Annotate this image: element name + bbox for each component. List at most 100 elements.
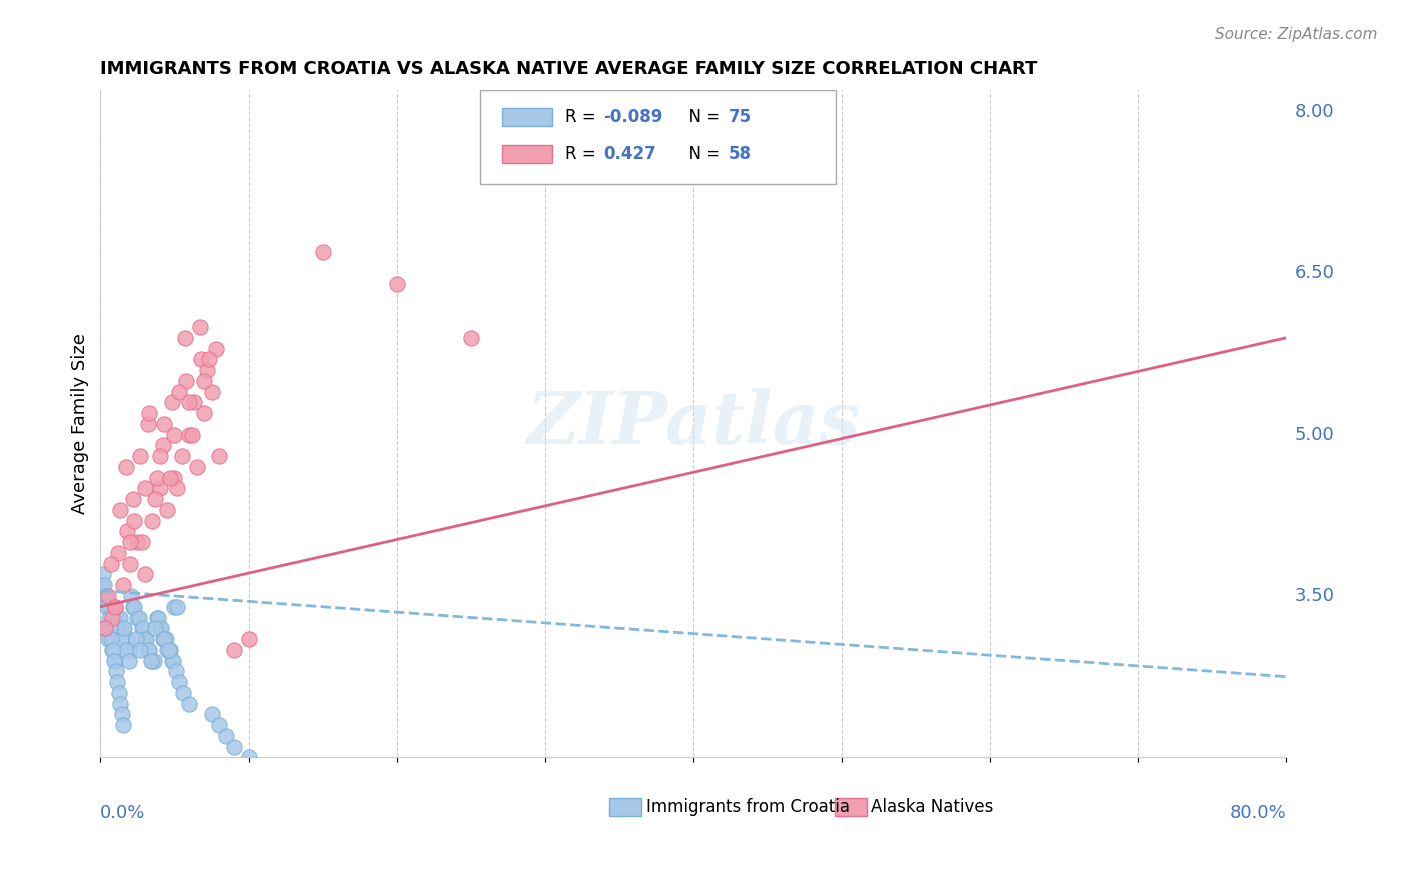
Point xyxy=(160,395,183,409)
Point xyxy=(193,406,215,420)
Point xyxy=(114,459,136,474)
Point xyxy=(134,632,156,646)
Point xyxy=(179,427,201,442)
Text: ZIPatlas: ZIPatlas xyxy=(526,388,860,459)
Point xyxy=(94,621,117,635)
Point xyxy=(108,503,131,517)
Text: N =: N = xyxy=(678,108,725,126)
Text: 0.0%: 0.0% xyxy=(100,804,146,822)
Point xyxy=(208,449,231,463)
Point xyxy=(94,589,117,603)
Point xyxy=(215,729,238,743)
Text: 80.0%: 80.0% xyxy=(1230,804,1286,822)
Point xyxy=(98,599,121,614)
Point xyxy=(101,642,124,657)
Point xyxy=(156,642,179,657)
Point xyxy=(104,665,127,679)
Point xyxy=(131,621,153,635)
Point xyxy=(118,642,141,657)
Point xyxy=(183,395,205,409)
FancyBboxPatch shape xyxy=(479,90,835,184)
Point xyxy=(131,535,153,549)
Point xyxy=(238,632,260,646)
Point xyxy=(163,470,186,484)
Point xyxy=(193,374,215,388)
Point xyxy=(141,654,163,668)
FancyBboxPatch shape xyxy=(502,145,553,162)
Point xyxy=(172,686,194,700)
Point xyxy=(181,427,204,442)
Point xyxy=(100,557,122,571)
Point xyxy=(166,482,188,496)
Point xyxy=(118,535,141,549)
Point xyxy=(125,632,148,646)
FancyBboxPatch shape xyxy=(609,798,641,816)
Point xyxy=(93,578,115,592)
Point xyxy=(135,632,157,646)
Point xyxy=(91,621,114,635)
Point xyxy=(134,567,156,582)
Point xyxy=(155,632,177,646)
Point xyxy=(165,665,187,679)
Point xyxy=(97,632,120,646)
Point xyxy=(100,632,122,646)
Point xyxy=(117,654,139,668)
Point xyxy=(101,642,124,657)
Point xyxy=(129,449,152,463)
Point xyxy=(115,632,138,646)
Point xyxy=(176,374,198,388)
Point xyxy=(122,492,145,507)
Point xyxy=(195,363,218,377)
Point xyxy=(200,384,222,399)
Point xyxy=(100,599,122,614)
Point xyxy=(111,707,134,722)
Point xyxy=(153,632,176,646)
Point xyxy=(142,654,165,668)
Point xyxy=(152,632,174,646)
Point xyxy=(98,621,121,635)
Point xyxy=(139,654,162,668)
Point xyxy=(136,642,159,657)
Point xyxy=(138,406,160,420)
Point xyxy=(121,589,143,603)
Point xyxy=(149,482,172,496)
Text: Source: ZipAtlas.com: Source: ZipAtlas.com xyxy=(1215,27,1378,42)
Point xyxy=(94,589,117,603)
Text: -0.089: -0.089 xyxy=(603,108,662,126)
Point xyxy=(238,750,260,764)
Point xyxy=(108,610,131,624)
Text: R =: R = xyxy=(565,108,602,126)
FancyBboxPatch shape xyxy=(835,798,866,816)
Point xyxy=(97,610,120,624)
Point xyxy=(143,621,166,635)
Point xyxy=(112,621,135,635)
Text: 75: 75 xyxy=(728,108,752,126)
Point xyxy=(162,654,184,668)
Point xyxy=(149,449,172,463)
Point xyxy=(141,514,163,528)
Point xyxy=(104,654,127,668)
Point xyxy=(132,621,155,635)
Point xyxy=(107,546,129,560)
Text: 58: 58 xyxy=(728,145,752,162)
Y-axis label: Average Family Size: Average Family Size xyxy=(72,334,89,515)
Point xyxy=(110,697,132,711)
Point xyxy=(90,578,112,592)
Point xyxy=(105,621,128,635)
Point xyxy=(97,589,120,603)
Point xyxy=(222,739,245,754)
Point xyxy=(156,503,179,517)
Point xyxy=(127,610,149,624)
Point xyxy=(111,621,134,635)
Point xyxy=(385,277,408,291)
Point xyxy=(136,417,159,431)
Point xyxy=(103,610,125,624)
Point xyxy=(159,642,181,657)
Point xyxy=(197,352,219,367)
Point xyxy=(91,567,114,582)
Text: Immigrants from Croatia: Immigrants from Croatia xyxy=(645,798,851,816)
Point xyxy=(200,707,222,722)
Point xyxy=(124,514,146,528)
Point xyxy=(124,599,146,614)
Point xyxy=(111,578,134,592)
